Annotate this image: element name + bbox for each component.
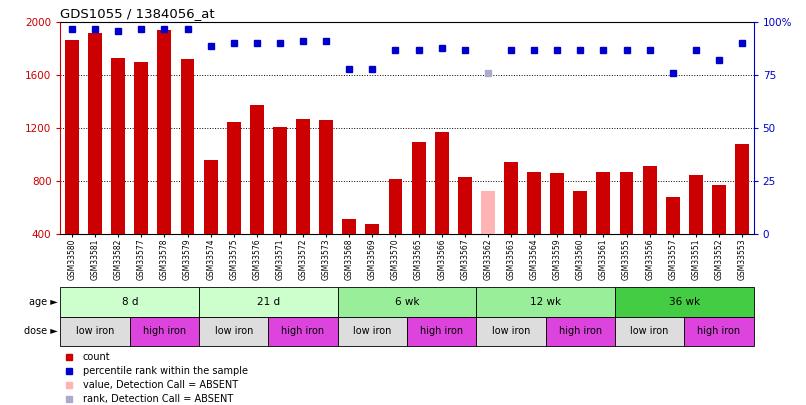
Bar [546, 317, 615, 346]
Text: percentile rank within the sample: percentile rank within the sample [83, 366, 247, 376]
Bar [199, 287, 338, 317]
Bar [412, 142, 426, 288]
Text: high iron: high iron [143, 326, 186, 337]
Bar [130, 317, 199, 346]
Text: high iron: high iron [559, 326, 602, 337]
Bar [596, 172, 610, 288]
Text: 12 wk: 12 wk [530, 297, 561, 307]
Bar [199, 317, 268, 346]
Bar [735, 144, 749, 288]
Text: 36 wk: 36 wk [669, 297, 700, 307]
Bar [504, 162, 518, 288]
Bar [181, 60, 194, 288]
Bar [296, 119, 310, 288]
Bar [458, 177, 472, 288]
Text: dose ►: dose ► [24, 326, 58, 337]
Text: high iron: high iron [420, 326, 463, 337]
Bar [615, 287, 754, 317]
Text: low iron: low iron [630, 326, 669, 337]
Bar [157, 30, 172, 288]
Bar [481, 191, 495, 288]
Bar [250, 104, 264, 288]
Bar [88, 33, 102, 288]
Bar [365, 224, 380, 288]
Bar [434, 132, 449, 288]
Bar [60, 317, 130, 346]
Text: 21 d: 21 d [257, 297, 280, 307]
Text: GDS1055 / 1384056_at: GDS1055 / 1384056_at [60, 7, 215, 20]
Bar [343, 219, 356, 288]
Bar [476, 317, 546, 346]
Bar [338, 287, 476, 317]
Text: 6 wk: 6 wk [395, 297, 419, 307]
Bar [712, 185, 726, 288]
Bar [684, 317, 754, 346]
Bar [226, 122, 241, 288]
Text: high iron: high iron [697, 326, 741, 337]
Text: age ►: age ► [29, 297, 58, 307]
Text: value, Detection Call = ABSENT: value, Detection Call = ABSENT [83, 380, 238, 390]
Bar [689, 175, 703, 288]
Bar [60, 287, 199, 317]
Bar [65, 40, 79, 288]
Bar [319, 120, 333, 288]
Text: low iron: low iron [76, 326, 114, 337]
Text: low iron: low iron [214, 326, 253, 337]
Bar [615, 317, 684, 346]
Bar [268, 317, 338, 346]
Text: high iron: high iron [281, 326, 325, 337]
Text: count: count [83, 352, 110, 362]
Bar [111, 58, 125, 288]
Bar [620, 172, 634, 288]
Bar [550, 173, 564, 288]
Bar [388, 179, 402, 288]
Bar [273, 127, 287, 288]
Bar [642, 166, 657, 288]
Bar [476, 287, 615, 317]
Bar [527, 172, 541, 288]
Bar [204, 160, 218, 288]
Text: 8 d: 8 d [122, 297, 138, 307]
Text: low iron: low iron [492, 326, 530, 337]
Text: rank, Detection Call = ABSENT: rank, Detection Call = ABSENT [83, 394, 233, 404]
Text: low iron: low iron [353, 326, 392, 337]
Bar [573, 191, 588, 288]
Bar [666, 197, 679, 288]
Bar [407, 317, 476, 346]
Bar [135, 62, 148, 288]
Bar [338, 317, 407, 346]
